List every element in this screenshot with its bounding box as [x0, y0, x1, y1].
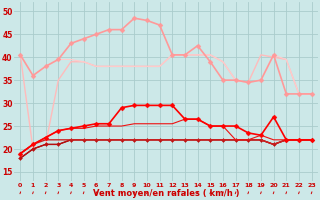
- X-axis label: Vent moyen/en rafales ( km/h ): Vent moyen/en rafales ( km/h ): [93, 189, 239, 198]
